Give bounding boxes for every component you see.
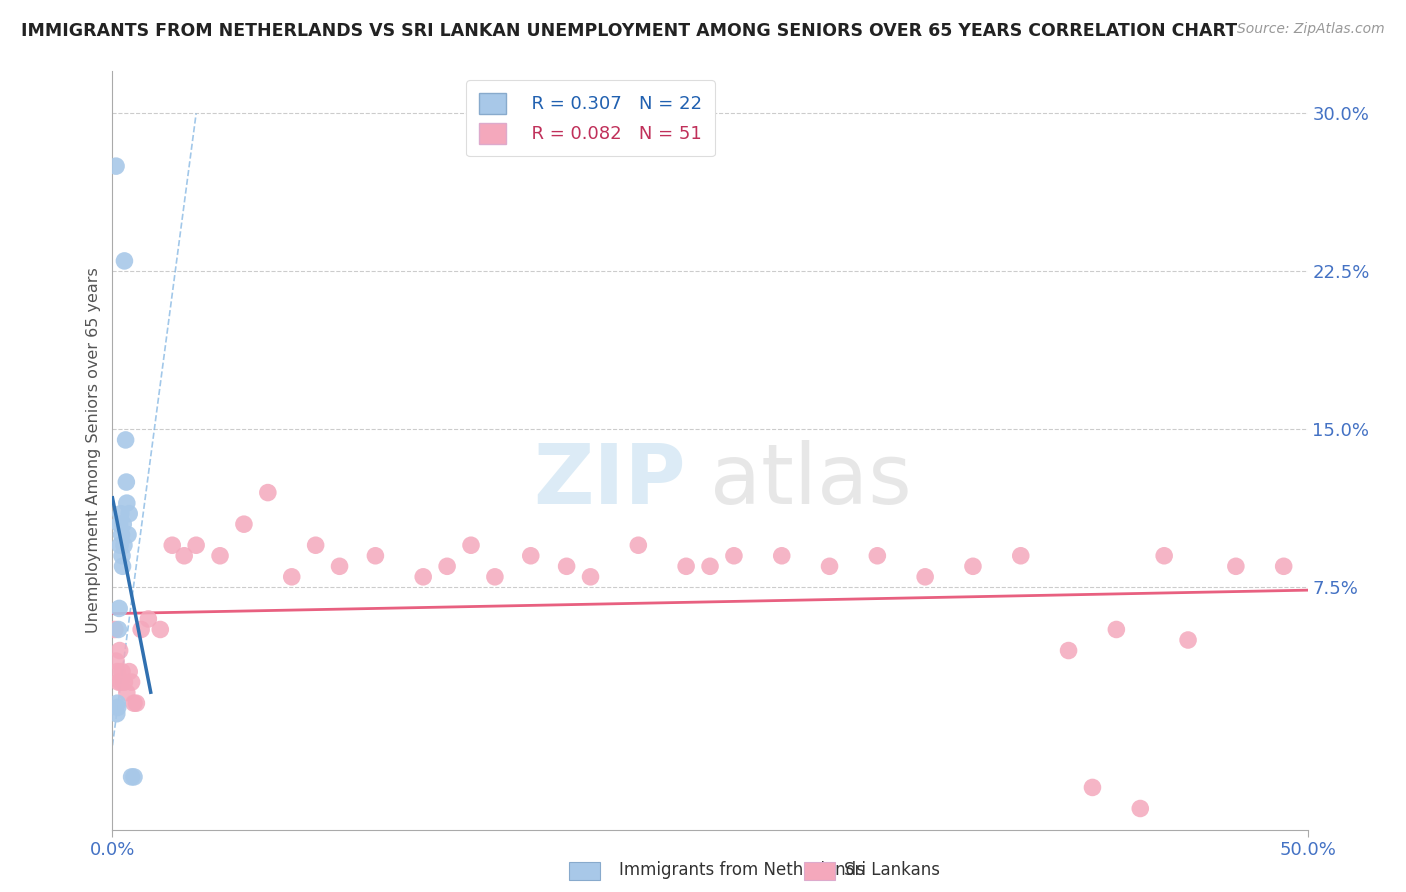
Point <box>105 665 128 679</box>
Point <box>111 559 134 574</box>
Point <box>110 527 132 541</box>
Point <box>1010 549 1032 563</box>
Point <box>138 612 160 626</box>
Point <box>1177 633 1199 648</box>
Point <box>111 665 134 679</box>
Point <box>1081 780 1104 795</box>
Point <box>555 559 578 574</box>
Point <box>108 517 131 532</box>
Point <box>112 517 135 532</box>
Point <box>122 696 145 710</box>
Point <box>484 570 506 584</box>
Point <box>122 770 145 784</box>
Point <box>173 549 195 563</box>
Point <box>460 538 482 552</box>
Point <box>186 538 208 552</box>
Point <box>1057 643 1080 657</box>
Point <box>114 254 135 268</box>
Point <box>108 643 131 657</box>
Point <box>520 549 543 563</box>
Point <box>914 570 936 584</box>
Point <box>412 570 434 584</box>
Point <box>105 654 128 668</box>
Point <box>305 538 328 552</box>
Point <box>699 559 721 574</box>
Point <box>105 696 128 710</box>
Point <box>105 159 128 173</box>
Point <box>114 675 135 690</box>
Text: atlas: atlas <box>710 441 911 521</box>
Point <box>107 675 129 690</box>
Point <box>107 700 129 714</box>
Point <box>818 559 841 574</box>
Point <box>329 559 352 574</box>
Point <box>118 507 141 521</box>
Point <box>770 549 793 563</box>
Point <box>129 623 152 637</box>
Point <box>579 570 602 584</box>
Point <box>209 549 232 563</box>
Point <box>121 675 143 690</box>
Point <box>257 485 280 500</box>
Point <box>149 623 172 637</box>
Legend:   R = 0.307   N = 22,   R = 0.082   N = 51: R = 0.307 N = 22, R = 0.082 N = 51 <box>467 80 714 156</box>
Point <box>115 475 138 489</box>
Text: Sri Lankans: Sri Lankans <box>844 861 939 879</box>
Point <box>105 706 128 721</box>
Point <box>627 538 650 552</box>
Point <box>108 538 131 552</box>
Point <box>108 601 131 615</box>
Y-axis label: Unemployment Among Seniors over 65 years: Unemployment Among Seniors over 65 years <box>86 268 101 633</box>
Point <box>962 559 984 574</box>
Point <box>1272 559 1295 574</box>
Point <box>1153 549 1175 563</box>
Point <box>723 549 745 563</box>
Point <box>107 623 129 637</box>
Point <box>110 675 132 690</box>
Text: Immigrants from Netherlands: Immigrants from Netherlands <box>619 861 865 879</box>
Point <box>1105 623 1128 637</box>
Point <box>436 559 458 574</box>
Point <box>121 770 143 784</box>
Text: ZIP: ZIP <box>534 441 686 521</box>
Point <box>866 549 889 563</box>
Point <box>1129 801 1152 815</box>
Point <box>115 496 138 510</box>
Point <box>114 433 136 447</box>
Text: Source: ZipAtlas.com: Source: ZipAtlas.com <box>1237 22 1385 37</box>
Point <box>112 538 135 552</box>
Point <box>675 559 697 574</box>
Point <box>281 570 304 584</box>
Point <box>111 549 134 563</box>
Point <box>118 665 141 679</box>
Point <box>1225 559 1247 574</box>
Point <box>117 527 139 541</box>
Point <box>104 623 127 637</box>
Point <box>125 696 148 710</box>
Point <box>233 517 256 532</box>
Point <box>162 538 183 552</box>
Point <box>115 686 138 700</box>
Point <box>364 549 387 563</box>
Text: IMMIGRANTS FROM NETHERLANDS VS SRI LANKAN UNEMPLOYMENT AMONG SENIORS OVER 65 YEA: IMMIGRANTS FROM NETHERLANDS VS SRI LANKA… <box>21 22 1237 40</box>
Point <box>110 507 132 521</box>
